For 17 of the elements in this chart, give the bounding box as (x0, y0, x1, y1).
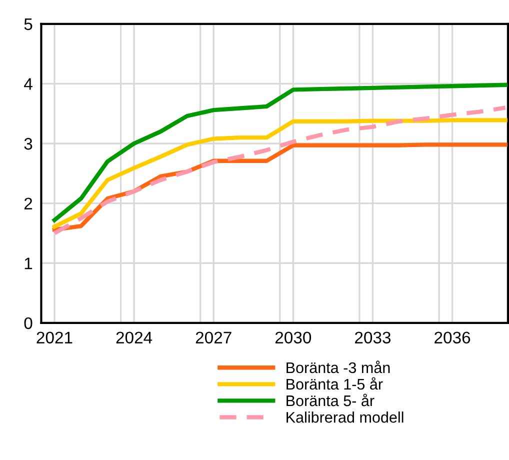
y-tick-label: 5 (24, 18, 32, 30)
legend-label: Kalibrerad modell (286, 412, 404, 423)
x-tick-label: 2027 (196, 332, 232, 344)
x-tick-label: 2024 (116, 332, 152, 344)
y-tick-label: 2 (24, 198, 32, 210)
y-tick-label: 3 (24, 138, 32, 150)
line-series (52, 82, 508, 222)
y-tick-label: 4 (24, 78, 32, 90)
legend-label: Boränta 1-5 år (286, 377, 383, 390)
legend-label: Boränta -3 mån (286, 360, 390, 374)
x-tick-label: 2021 (36, 332, 72, 344)
y-tick-label: 1 (24, 258, 32, 270)
x-tick-label: 2030 (275, 332, 312, 344)
x-tick-label: 2036 (434, 332, 470, 344)
x-tick-label: 2033 (355, 332, 391, 344)
y-tick-label: 0 (24, 317, 32, 330)
legend-label: Boränta 5- år (286, 394, 374, 406)
